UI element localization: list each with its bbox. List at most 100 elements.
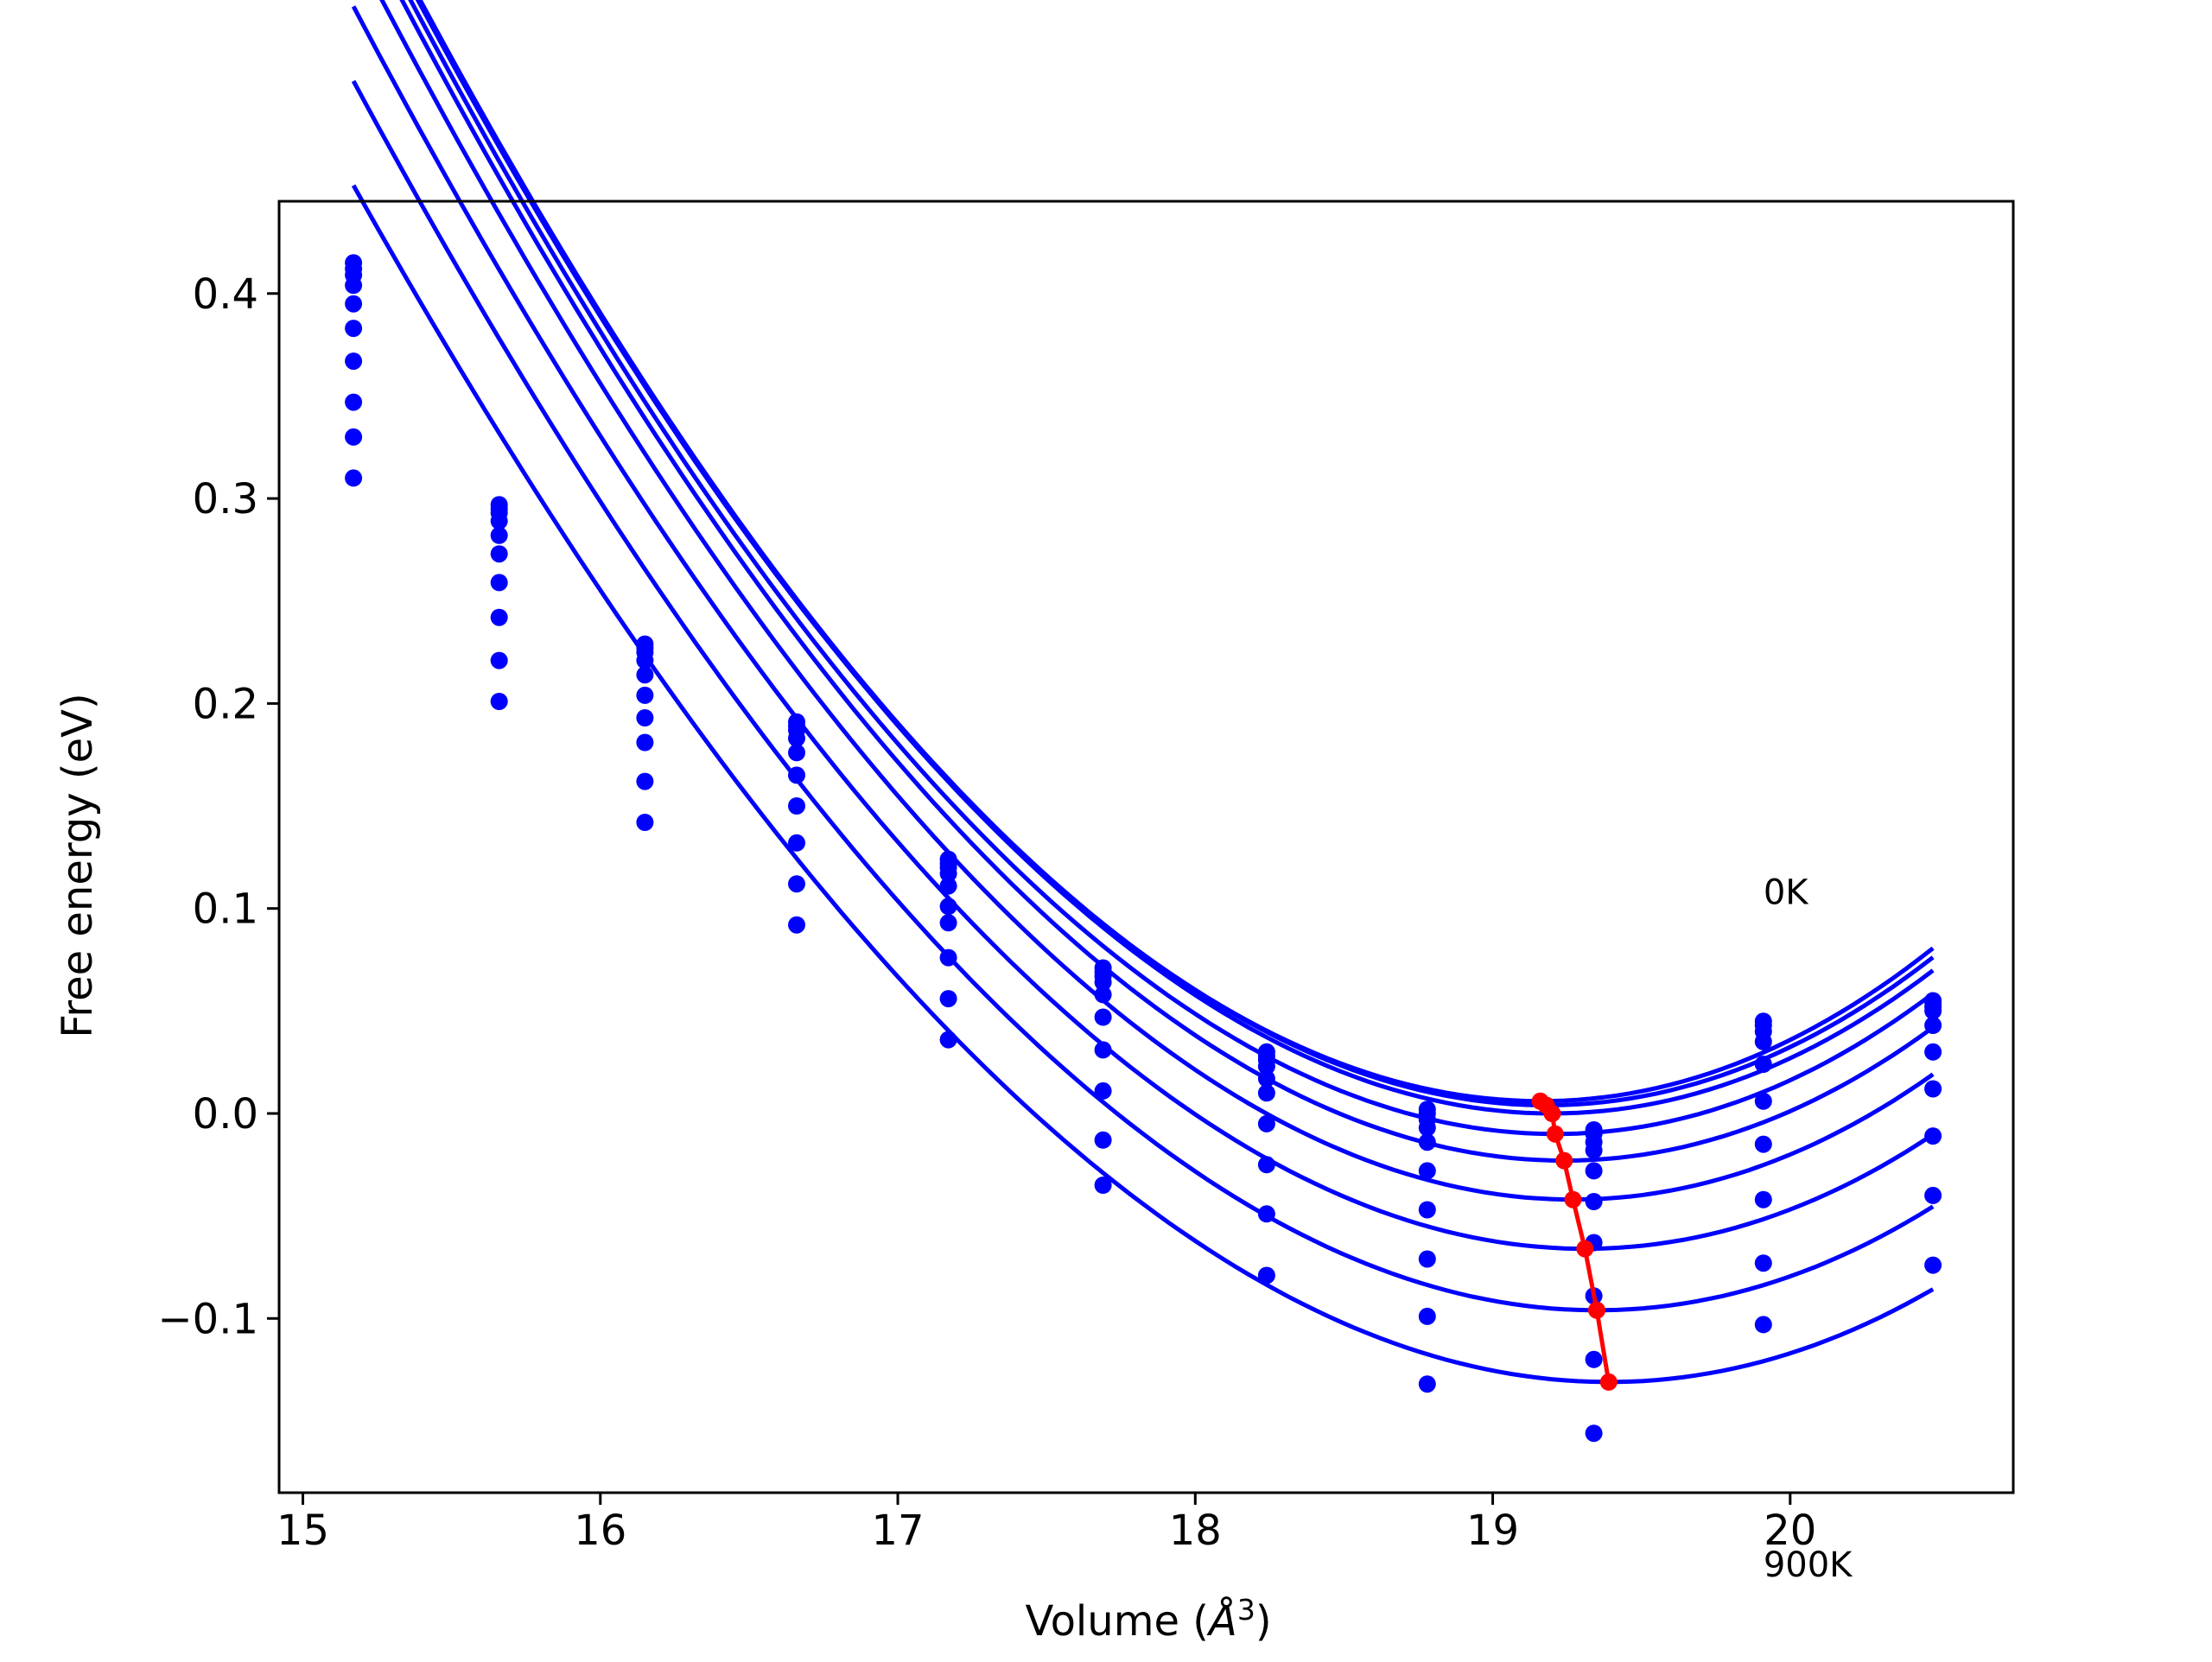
data-point-s7-2	[636, 733, 654, 752]
x-axis-label: Volume (Å3)	[1025, 1593, 1271, 1646]
data-point-s5-7	[1418, 1162, 1436, 1180]
data-point-s8-5	[1094, 1131, 1112, 1149]
fit-curve-3	[408, 0, 1935, 1137]
data-point-s8-7	[1418, 1307, 1436, 1325]
data-point-s4-5	[1094, 986, 1112, 1004]
data-point-s8-2	[636, 772, 654, 790]
data-point-s5-6	[1257, 1084, 1275, 1102]
x-tick-label-3: 18	[1169, 1507, 1222, 1555]
data-point-s9-5	[1094, 1177, 1112, 1194]
data-point-s7-9	[1754, 1190, 1772, 1208]
data-point-s3-4	[939, 865, 957, 883]
plot-frame	[277, 200, 2015, 1494]
minima-point-3	[1546, 1125, 1564, 1143]
data-point-s8-8	[1585, 1350, 1603, 1368]
x-tick-label-4: 19	[1466, 1507, 1519, 1555]
data-point-s3-9	[1754, 1032, 1772, 1050]
data-point-s6-2	[636, 709, 654, 726]
minima-point-5	[1564, 1190, 1582, 1208]
data-point-s6-6	[1257, 1114, 1275, 1132]
data-point-s4-3	[788, 744, 805, 762]
x-tick-label-0: 15	[276, 1507, 329, 1555]
data-point-s9-4	[939, 1031, 957, 1049]
data-point-s3-6	[1257, 1057, 1275, 1075]
x-tick-label-2: 17	[872, 1507, 925, 1555]
data-point-s9-8	[1585, 1424, 1603, 1443]
data-point-s9-2	[636, 814, 654, 831]
fit-curve-7	[351, 79, 1935, 1313]
data-point-s3-8	[1585, 1141, 1603, 1159]
data-point-s5-10	[1924, 1043, 1942, 1061]
y-axis-label: Free energy (eV)	[54, 693, 102, 1037]
data-point-s3-2	[636, 651, 654, 669]
y-tick-label-2: 0.1	[193, 885, 258, 934]
data-point-s8-4	[939, 990, 957, 1008]
data-point-s3-1	[490, 512, 508, 530]
data-point-s5-5	[1094, 1008, 1112, 1026]
minima-point-4	[1555, 1151, 1573, 1170]
data-point-s5-0	[345, 320, 363, 338]
minima-point-6	[1576, 1240, 1594, 1258]
y-tick-label-1: 0.0	[193, 1090, 258, 1139]
data-point-s8-0	[345, 428, 363, 446]
data-point-s7-3	[788, 834, 805, 852]
x-tick-label-5: 20	[1764, 1507, 1816, 1555]
data-point-s3-0	[345, 276, 363, 295]
fit-curve-8	[351, 184, 1935, 1385]
data-point-s3-5	[1094, 974, 1112, 992]
data-point-s8-6	[1257, 1205, 1275, 1223]
data-point-s8-9	[1754, 1254, 1772, 1272]
data-point-s6-3	[788, 797, 805, 815]
data-point-s7-6	[1257, 1156, 1275, 1174]
data-point-s7-0	[345, 393, 363, 411]
data-point-s5-4	[939, 898, 957, 916]
annotation-0: 0K	[1764, 873, 1809, 913]
minima-path	[1531, 1092, 1618, 1391]
data-point-s4-4	[939, 877, 957, 895]
y-axis-ticks: −0.1 0.0 0.1 0.2 0.3 0.4	[157, 270, 279, 1343]
data-point-s9-9	[1754, 1316, 1772, 1334]
fit-curve-2	[417, 0, 1935, 1116]
data-point-s7-7	[1418, 1250, 1436, 1268]
data-points	[345, 254, 1942, 1443]
data-point-s5-2	[636, 686, 654, 704]
fit-curve-4	[399, 0, 1935, 1164]
data-point-s4-7	[1418, 1133, 1436, 1151]
annotation-1: 900K	[1764, 1545, 1853, 1585]
data-point-s7-4	[939, 948, 957, 967]
data-point-s6-7	[1418, 1201, 1436, 1219]
data-point-s6-0	[345, 352, 363, 371]
data-point-s4-9	[1754, 1056, 1772, 1073]
data-point-s9-7	[1418, 1375, 1436, 1393]
data-point-s3-7	[1418, 1119, 1436, 1137]
data-point-s7-10	[1924, 1127, 1942, 1145]
fit-curves	[351, 0, 1935, 1385]
data-point-s7-1	[490, 608, 508, 626]
minima-point-8	[1599, 1373, 1618, 1391]
data-point-s9-0	[345, 469, 363, 487]
data-point-s6-9	[1754, 1135, 1772, 1153]
data-point-s5-1	[490, 545, 508, 563]
data-point-s9-1	[490, 693, 508, 710]
data-point-s4-10	[1924, 1017, 1942, 1034]
data-point-s6-10	[1924, 1080, 1942, 1098]
data-point-s8-1	[490, 651, 508, 669]
y-tick-label-5: 0.4	[193, 270, 258, 319]
data-point-s3-10	[1924, 1002, 1942, 1020]
minima-point-7	[1588, 1301, 1605, 1319]
annotations: 0K 900K	[1764, 873, 1853, 1585]
data-point-s8-3	[788, 875, 805, 893]
data-point-s4-2	[636, 666, 654, 684]
data-point-s5-9	[1754, 1092, 1772, 1110]
data-point-s7-5	[1094, 1082, 1112, 1100]
data-point-s8-10	[1924, 1186, 1942, 1204]
data-point-s5-3	[788, 766, 805, 784]
data-point-s9-6	[1257, 1266, 1275, 1285]
data-point-s6-5	[1094, 1041, 1112, 1059]
data-point-s5-8	[1585, 1193, 1603, 1210]
x-axis-ticks: 15 16 17 18 19 20	[276, 1493, 1816, 1555]
minima-point-2	[1543, 1105, 1561, 1122]
data-point-s6-4	[939, 914, 957, 932]
